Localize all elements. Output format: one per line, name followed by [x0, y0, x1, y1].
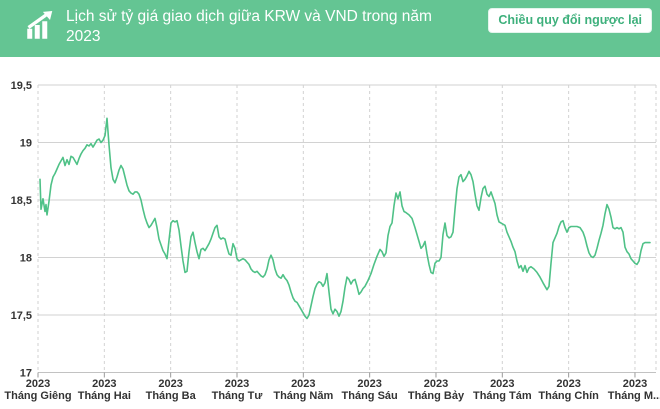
x-axis-year-label: 2023	[556, 378, 580, 390]
y-axis-tick-label: 18	[20, 253, 32, 265]
x-axis-month-label: Tháng Chín	[538, 390, 599, 402]
x-axis-month-label: Tháng Năm	[273, 390, 333, 402]
exchange-rate-line	[39, 117, 651, 320]
y-axis-tick-label: 18,5	[11, 195, 32, 207]
x-axis-year-label: 2023	[225, 378, 249, 390]
trending-up-chart-icon	[27, 11, 53, 39]
x-axis-month-label: Tháng Tám	[473, 390, 532, 402]
x-axis-year-label: 2023	[357, 378, 381, 390]
x-axis-year-label: 2023	[92, 378, 116, 390]
x-axis-month-label: Tháng Tư	[212, 390, 263, 402]
y-axis-tick-label: 17	[20, 368, 32, 380]
x-axis-year-label: 2023	[26, 378, 50, 390]
x-axis-year-label: 2023	[490, 378, 514, 390]
page-title: Lịch sử tỷ giá giao dịch giữa KRW và VND…	[66, 8, 432, 45]
x-axis-year-label: 2023	[623, 378, 647, 390]
x-axis-month-label: Tháng Ba	[146, 390, 197, 402]
y-axis-tick-label: 19	[20, 138, 32, 150]
x-axis-year-label: 2023	[424, 378, 448, 390]
chart-header: Lịch sử tỷ giá giao dịch giữa KRW và VND…	[0, 0, 660, 57]
exchange-rate-chart: 19,5 19 18,5 18 17,5 17 2023 Tháng Giêng 2023 Thá…	[0, 57, 660, 404]
x-axis-month-label: Tháng M...	[608, 390, 660, 402]
x-axis-month-label: Tháng Hai	[78, 390, 131, 402]
x-axis-year-label: 2023	[158, 378, 182, 390]
y-axis-tick-label: 19,5	[11, 80, 32, 92]
reverse-conversion-button[interactable]: Chiều quy đổi ngược lại	[488, 8, 652, 33]
x-axis-year-label: 2023	[291, 378, 315, 390]
x-axis-month-label: Tháng Giêng	[4, 390, 71, 402]
x-axis-month-label: Tháng Bảy	[408, 390, 465, 402]
y-axis-tick-label: 17,5	[11, 310, 32, 322]
x-axis-month-label: Tháng Sáu	[342, 390, 398, 402]
